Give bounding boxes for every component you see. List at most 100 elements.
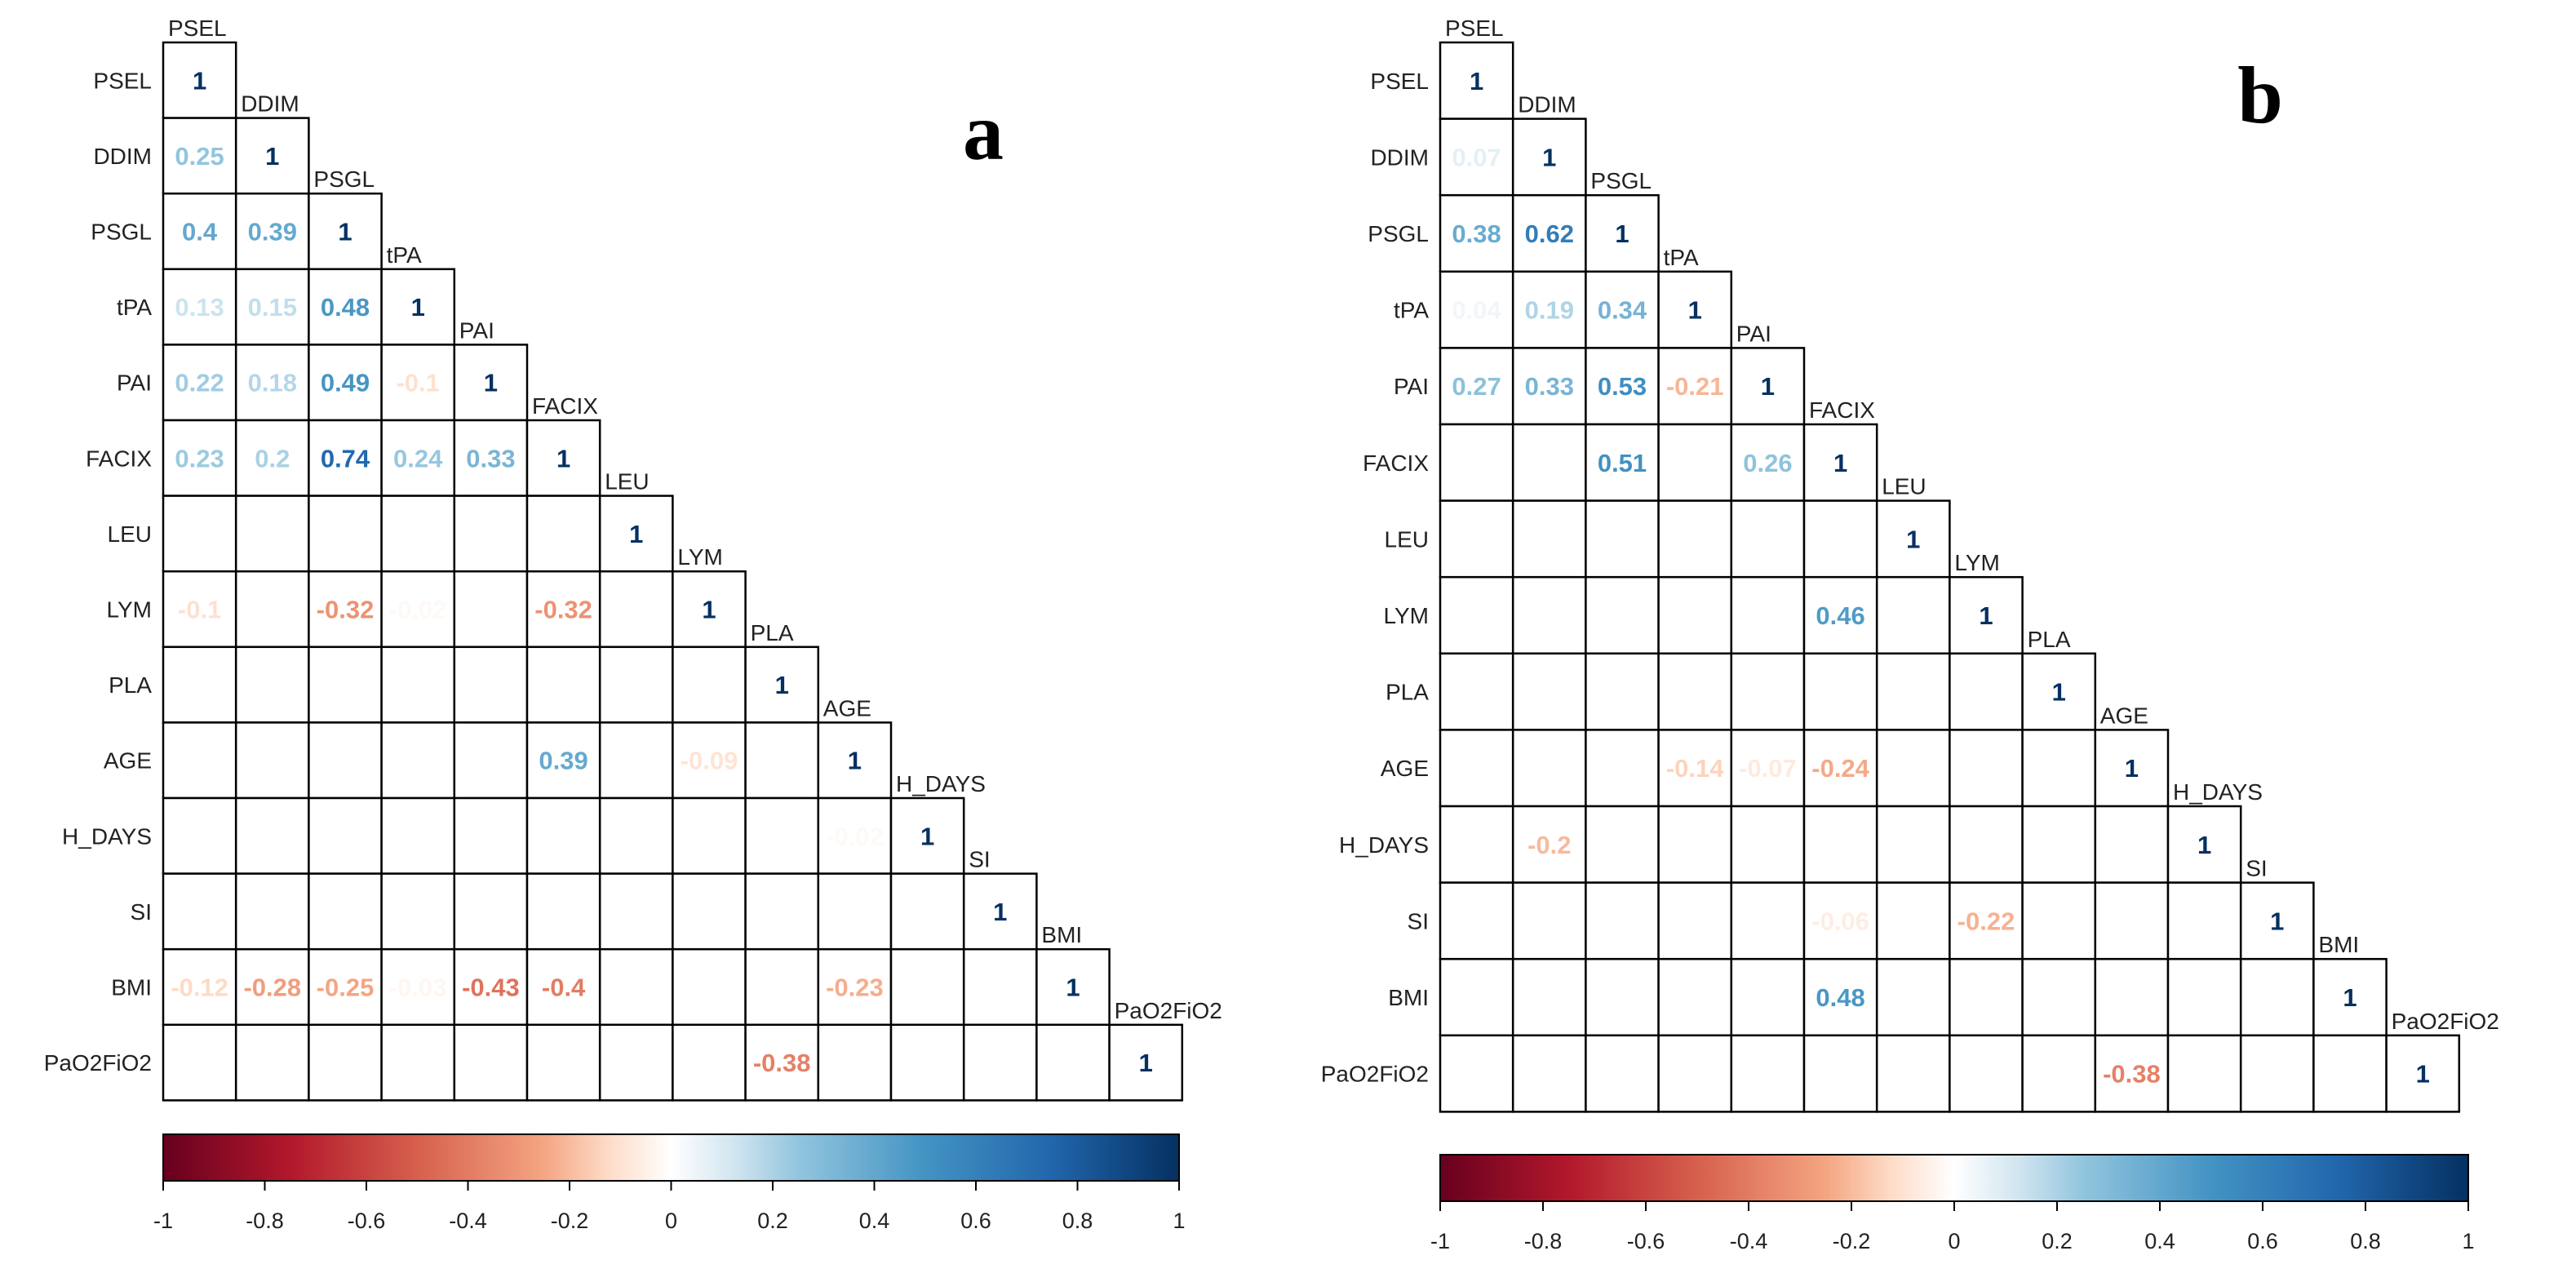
matrix-cell bbox=[1875, 575, 1951, 655]
correlation-value: 0.33 bbox=[466, 444, 515, 472]
matrix-cell bbox=[1949, 652, 2024, 731]
matrix-cell bbox=[453, 419, 529, 497]
matrix-cell bbox=[162, 419, 237, 497]
matrix-cell bbox=[817, 1023, 893, 1102]
matrix-cell bbox=[2385, 1034, 2461, 1113]
colorbar-tick-label: 0.8 bbox=[1062, 1209, 1093, 1233]
matrix-cell bbox=[1657, 805, 1733, 884]
correlation-value: 1 bbox=[556, 444, 570, 472]
matrix-cell bbox=[453, 1023, 529, 1102]
colorbar-tick-label: -0.8 bbox=[1524, 1229, 1563, 1253]
matrix-cell bbox=[1657, 347, 1733, 426]
colorbar-tick-label: -1 bbox=[1430, 1229, 1450, 1253]
matrix-cell bbox=[1657, 881, 1733, 960]
matrix-cell bbox=[234, 872, 310, 951]
column-label: PLA bbox=[751, 620, 794, 645]
matrix-cell bbox=[962, 947, 1038, 1027]
matrix-cell bbox=[1511, 881, 1587, 960]
matrix-cell bbox=[2166, 805, 2242, 884]
correlation-value: 0.2 bbox=[255, 444, 290, 472]
row-label: SI bbox=[1408, 908, 1429, 934]
correlation-value: -0.43 bbox=[462, 974, 520, 1002]
matrix-cell bbox=[2166, 881, 2242, 960]
matrix-cell bbox=[598, 796, 674, 875]
correlation-value: 1 bbox=[193, 66, 206, 95]
colorbar-tick-label: 0 bbox=[1948, 1229, 1960, 1253]
matrix-cell bbox=[2094, 729, 2170, 808]
row-label: PLA bbox=[1386, 680, 1429, 705]
correlation-value: -0.07 bbox=[1739, 754, 1797, 783]
correlation-value: 0.27 bbox=[1452, 372, 1501, 401]
matrix-cell bbox=[672, 872, 747, 951]
row-label: PAI bbox=[1394, 374, 1429, 399]
matrix-cell bbox=[1585, 575, 1660, 655]
column-label: DDIM bbox=[241, 91, 299, 117]
correlation-value: 0.53 bbox=[1598, 372, 1647, 401]
matrix-cell bbox=[234, 645, 310, 724]
matrix-cell bbox=[672, 570, 747, 649]
matrix-cell bbox=[744, 721, 820, 800]
row-label: PSGL bbox=[1368, 221, 1429, 246]
matrix-cell bbox=[525, 495, 601, 573]
matrix-cell bbox=[525, 645, 601, 724]
matrix-cell bbox=[1875, 1034, 1951, 1113]
matrix-cell bbox=[308, 872, 383, 951]
matrix-cell bbox=[1875, 805, 1951, 884]
column-label: PAI bbox=[459, 317, 494, 343]
colorbar-tick-label: 0.6 bbox=[960, 1209, 991, 1233]
correlation-value: 1 bbox=[411, 293, 425, 322]
correlation-value: 1 bbox=[2197, 831, 2211, 859]
matrix-cell bbox=[1439, 575, 1514, 655]
column-label: PaO2FiO2 bbox=[2392, 1009, 2499, 1034]
matrix-cell bbox=[817, 721, 893, 800]
correlation-value: -0.24 bbox=[1811, 754, 1869, 783]
matrix-cell bbox=[2239, 957, 2315, 1037]
matrix-cell bbox=[234, 268, 310, 346]
row-label: LYM bbox=[1384, 603, 1430, 628]
matrix-cell bbox=[598, 645, 674, 724]
column-label: FACIX bbox=[1809, 397, 1875, 423]
matrix-cell bbox=[1802, 652, 1878, 731]
column-label: PSEL bbox=[1445, 16, 1504, 41]
correlation-value: 0.07 bbox=[1452, 143, 1501, 171]
matrix-cell bbox=[1802, 881, 1878, 960]
correlation-value: 0.34 bbox=[1598, 296, 1647, 325]
matrix-cell bbox=[1949, 805, 2024, 884]
matrix-cell bbox=[1585, 499, 1660, 579]
correlation-value: 1 bbox=[2343, 983, 2357, 1012]
matrix-cell bbox=[1657, 575, 1733, 655]
correlation-value: 0.13 bbox=[175, 293, 224, 322]
column-label: AGE bbox=[823, 695, 871, 721]
correlation-value: -0.2 bbox=[1527, 831, 1571, 859]
matrix-cell bbox=[1035, 947, 1111, 1027]
column-label: LYM bbox=[677, 544, 723, 570]
matrix-cell bbox=[598, 1023, 674, 1102]
correlation-value: 1 bbox=[1979, 601, 1993, 630]
matrix-cell bbox=[453, 645, 529, 724]
correlation-value: -0.28 bbox=[243, 974, 301, 1002]
correlation-value: 0.4 bbox=[182, 218, 218, 246]
matrix-cell bbox=[1511, 499, 1587, 579]
matrix-cell bbox=[1585, 193, 1660, 273]
matrix-cell bbox=[162, 796, 237, 875]
correlation-value: -0.02 bbox=[389, 596, 447, 624]
correlation-value: 0.24 bbox=[393, 444, 443, 472]
row-label: BMI bbox=[1388, 985, 1429, 1010]
row-label: PLA bbox=[109, 672, 152, 698]
matrix-cell bbox=[2166, 1034, 2242, 1113]
row-label: LEU bbox=[1385, 526, 1429, 552]
correlation-value: 0.38 bbox=[1452, 220, 1501, 248]
row-label: PaO2FiO2 bbox=[44, 1050, 152, 1076]
matrix-cell bbox=[1511, 1034, 1587, 1113]
column-label: LYM bbox=[1954, 550, 2000, 575]
matrix-cell bbox=[308, 947, 383, 1027]
matrix-cell bbox=[1657, 423, 1733, 502]
matrix-cell bbox=[1511, 729, 1587, 808]
correlation-value: 0.49 bbox=[321, 369, 370, 397]
matrix-cell bbox=[1657, 957, 1733, 1037]
colorbar-tick-label: 1 bbox=[1173, 1209, 1185, 1233]
matrix-cell bbox=[308, 796, 383, 875]
matrix-cell bbox=[598, 495, 674, 573]
correlation-value: 0.39 bbox=[248, 218, 297, 246]
colorbar-tick-label: -0.8 bbox=[246, 1209, 284, 1233]
